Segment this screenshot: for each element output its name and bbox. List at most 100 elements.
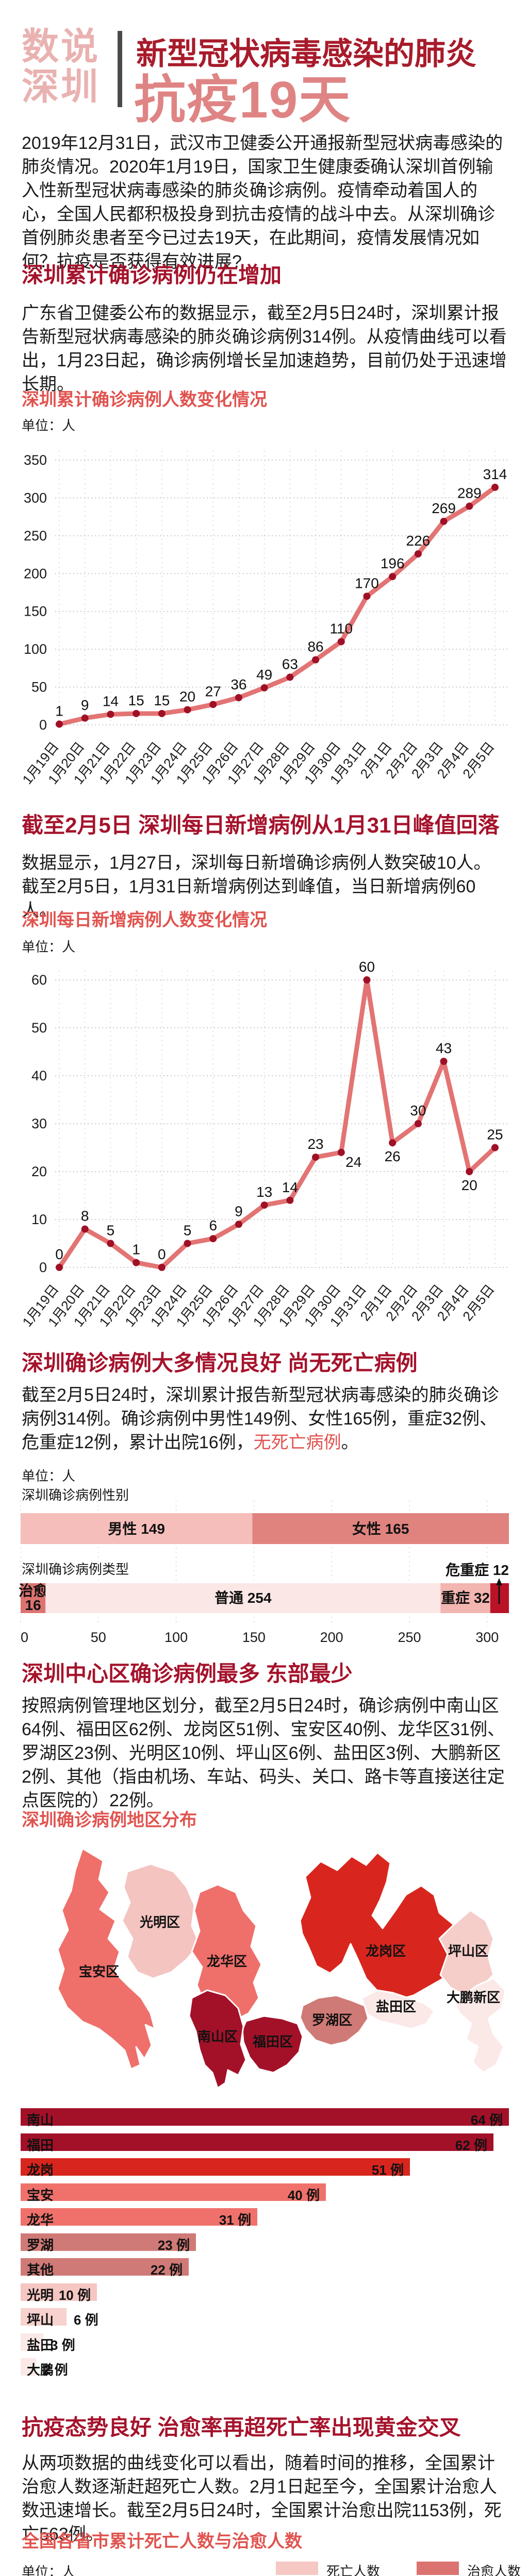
district-bar — [21, 2133, 493, 2151]
district-bar-row: 龙华 31 例 — [21, 2208, 509, 2228]
data-label: 20 — [461, 1177, 477, 1193]
map-region — [299, 1852, 460, 2002]
data-point — [209, 1235, 217, 1243]
stacked-bars-unit-label: 单位：人 — [22, 1468, 76, 1484]
district-bar-label: 其他 — [27, 2262, 54, 2278]
district-bar — [21, 2308, 67, 2326]
svg-text:40: 40 — [31, 1068, 47, 1083]
svg-text:10: 10 — [31, 1212, 47, 1227]
svg-text:100: 100 — [24, 641, 47, 657]
intro-paragraph: 2019年12月31日，武汉市卫健委公开通报新型冠状病毒感染的肺炎情况。2020… — [22, 133, 503, 272]
legend-label-deaths: 死亡人数 — [326, 2564, 381, 2576]
district-bar-label: 宝安 — [27, 2187, 54, 2203]
arrow-up-icon — [496, 1578, 502, 1585]
data-label: 170 — [355, 575, 379, 591]
map-region — [191, 1884, 262, 2022]
district-bar-row: 宝安 40 例 — [21, 2183, 509, 2203]
data-point — [286, 1196, 294, 1204]
district-bar-row: 龙岗 51 例 — [21, 2158, 509, 2178]
data-label: 15 — [154, 692, 170, 708]
data-point — [491, 483, 499, 491]
chart4-caption: 全国各省市累计死亡人数与治愈人数 — [22, 2532, 302, 2551]
svg-text:100: 100 — [164, 1630, 188, 1645]
district-bar-chart: 南山 64 例福田 62 例龙岗 51 例宝安 40 例龙华 31 例罗湖 23 例其他 22… — [0, 2108, 528, 2381]
data-label: 1 — [55, 703, 63, 719]
header-divider — [118, 31, 122, 107]
district-bar-value: 31 例 — [219, 2212, 251, 2228]
data-point — [158, 1264, 166, 1271]
data-point — [133, 709, 140, 717]
district-bar-value: 62 例 — [455, 2137, 487, 2153]
data-label: 25 — [487, 1127, 503, 1143]
chart2-unit-label: 单位：人 — [22, 939, 76, 955]
district-bar — [21, 2183, 326, 2201]
data-label: 13 — [256, 1184, 272, 1200]
section1-paragraph: 广东省卫健委公布的数据显示，截至2月5日24时，深圳累计报告新型冠状病毒感染的肺… — [22, 303, 507, 394]
data-point — [363, 592, 371, 600]
data-point — [81, 1225, 89, 1233]
map-region-label: 光明区 — [139, 1914, 180, 1930]
data-point — [133, 1259, 140, 1266]
section1-title: 深圳累计确诊病例仍在增加 — [22, 263, 282, 287]
district-bar-value: 2 例 — [43, 2362, 68, 2378]
data-label: 226 — [406, 533, 431, 549]
data-label: 269 — [432, 500, 456, 516]
district-bar-value: 22 例 — [150, 2262, 183, 2278]
shenzhen-cumulative-confirmed-line — [57, 485, 498, 727]
shenzhen-daily-new-cases-line — [57, 977, 498, 1270]
data-point — [440, 1058, 448, 1065]
district-bar-row: 光明 10 例 — [21, 2283, 509, 2303]
data-label: 5 — [107, 1223, 115, 1239]
data-label: 289 — [457, 485, 482, 501]
data-label: 86 — [307, 639, 323, 655]
svg-text:0: 0 — [39, 717, 47, 733]
map-region — [57, 1848, 156, 2070]
district-bar — [21, 2208, 257, 2226]
data-point — [466, 502, 473, 510]
svg-text:50: 50 — [31, 680, 47, 695]
map-region — [454, 1977, 506, 2074]
svg-text:60: 60 — [31, 972, 47, 988]
gender-segment — [21, 1513, 253, 1544]
case-type-segment — [21, 1583, 46, 1613]
data-point — [235, 694, 242, 702]
data-label: 20 — [179, 689, 195, 705]
district-bar — [21, 2283, 97, 2301]
data-label: 0 — [158, 1246, 166, 1262]
chart4-unit-label: 单位：人 — [22, 2564, 76, 2576]
svg-text:250: 250 — [24, 528, 47, 544]
svg-text:300: 300 — [24, 490, 47, 505]
district-bar — [21, 2258, 189, 2276]
district-bar-label: 南山 — [27, 2112, 54, 2128]
map-region-label: 龙岗区 — [366, 1943, 406, 1959]
svg-text:20: 20 — [31, 1164, 47, 1179]
data-label: 24 — [345, 1154, 361, 1170]
data-point — [209, 701, 217, 708]
svg-text:50: 50 — [91, 1630, 106, 1645]
data-point — [389, 1139, 397, 1147]
no-death-highlight: 无死亡病例 — [253, 1433, 341, 1452]
case-type-segment — [45, 1583, 441, 1613]
district-bar-row: 坪山 6 例 — [21, 2308, 509, 2328]
data-point — [312, 656, 320, 664]
data-point — [337, 638, 345, 646]
data-point — [81, 714, 89, 722]
district-bar-row: 盐田 3 例 — [21, 2333, 509, 2353]
svg-text:350: 350 — [24, 452, 47, 468]
data-label: 0 — [55, 1246, 63, 1262]
district-bar-row: 其他 22 例 — [21, 2258, 509, 2278]
district-bar-label: 光明 — [27, 2287, 54, 2303]
district-bar-label: 坪山 — [27, 2312, 54, 2328]
page-subtitle: 抗疫19天 — [134, 71, 352, 129]
data-point — [235, 1221, 242, 1228]
data-point — [184, 1240, 191, 1247]
district-bar-value: 6 例 — [74, 2312, 98, 2328]
svg-text:女性 165: 女性 165 — [352, 1520, 409, 1537]
chart1-unit-label: 单位：人 — [22, 418, 76, 433]
svg-text:150: 150 — [242, 1630, 266, 1645]
section3-title: 深圳确诊病例大多情况良好 尚无死亡病例 — [22, 1351, 418, 1375]
map-region-label: 宝安区 — [79, 1964, 119, 1979]
svg-text:300: 300 — [475, 1630, 499, 1645]
